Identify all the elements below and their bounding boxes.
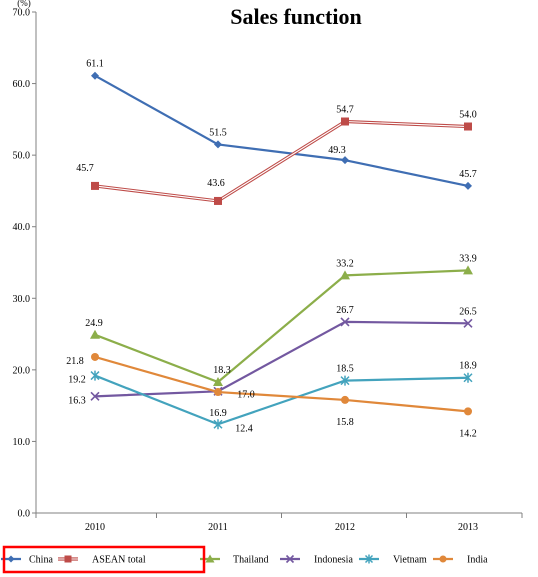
data-point-india xyxy=(214,388,222,397)
x-axis: 2010 2011 2012 2013 xyxy=(35,512,523,533)
data-point-asean-total xyxy=(341,117,349,126)
y-tick-label: 0.0 xyxy=(18,509,31,520)
data-point-vietnam xyxy=(463,372,473,383)
data-point-indonesia xyxy=(340,317,350,327)
legend-item-china: China xyxy=(1,555,53,566)
data-point-india xyxy=(91,352,99,361)
legend-marker-asean-total xyxy=(64,555,72,563)
data-point-thailand xyxy=(213,377,223,387)
y-tick-label: 60.0 xyxy=(13,79,31,90)
y-tick-label: 10.0 xyxy=(13,437,31,448)
y-ticks: 0.0 10.0 20.0 30.0 40.0 50.0 60.0 70.0 xyxy=(13,8,36,520)
legend-highlight-box xyxy=(2,545,206,574)
y-axis: 0.0 10.0 20.0 30.0 40.0 50.0 60.0 70.0 xyxy=(13,8,37,520)
legend-label-asean-total: ASEAN total xyxy=(92,555,146,566)
data-label-thailand: 18.3 xyxy=(213,365,231,376)
data-point-vietnam xyxy=(213,419,223,430)
data-label-vietnam: 18.9 xyxy=(459,361,477,372)
legend-item-indonesia: Indonesia xyxy=(280,555,353,566)
data-label-indonesia: 26.5 xyxy=(459,306,477,317)
legend-marker-indonesia xyxy=(285,554,295,564)
legend-marker-china xyxy=(7,555,15,563)
legend-label-indonesia: Indonesia xyxy=(314,555,353,566)
data-point-indonesia xyxy=(90,391,100,401)
legend-item-thailand: Thailand xyxy=(200,554,269,566)
data-point-china xyxy=(214,140,222,149)
legend-marker-thailand xyxy=(205,554,215,563)
x-tick-label: 2010 xyxy=(85,522,105,533)
data-label-india: 16.9 xyxy=(209,408,227,419)
chart-title: Sales function xyxy=(230,4,361,29)
data-point-china xyxy=(341,156,349,165)
y-tick-label: 30.0 xyxy=(13,294,31,305)
data-label-india: 14.2 xyxy=(459,428,477,439)
series-line-inner-asean-total xyxy=(94,120,469,202)
data-point-india xyxy=(464,407,472,416)
x-tick-label: 2013 xyxy=(458,522,478,533)
data-label-china: 49.3 xyxy=(328,145,346,156)
x-tick-label: 2011 xyxy=(208,522,228,533)
data-point-thailand xyxy=(463,265,473,275)
legend-label-india: India xyxy=(467,555,488,566)
series-line-vietnam xyxy=(94,374,469,426)
series-markers xyxy=(90,71,473,430)
data-point-indonesia xyxy=(463,318,473,328)
data-label-thailand: 24.9 xyxy=(85,318,103,329)
series-lines xyxy=(94,74,469,426)
y-tick-label: 50.0 xyxy=(13,151,31,162)
y-tick-label: 20.0 xyxy=(13,365,31,376)
data-point-vietnam xyxy=(90,370,100,381)
data-label-india: 15.8 xyxy=(336,417,354,428)
data-point-asean-total xyxy=(91,181,99,190)
data-label-indonesia: 26.7 xyxy=(336,305,354,316)
legend-label-thailand: Thailand xyxy=(233,555,269,566)
y-unit-label: (%) xyxy=(17,0,31,8)
data-label-vietnam: 18.5 xyxy=(336,364,354,375)
series-line-china xyxy=(94,74,469,187)
legend-marker-vietnam xyxy=(364,554,374,564)
data-label-india: 21.8 xyxy=(66,356,84,367)
data-point-vietnam xyxy=(340,375,350,386)
y-tick-label: 40.0 xyxy=(13,222,31,233)
data-label-asean-total: 54.7 xyxy=(336,105,354,116)
legend: China ASEAN total Thailand Indonesia Vietnam… xyxy=(1,545,488,574)
data-point-asean-total xyxy=(464,122,472,131)
data-label-china: 51.5 xyxy=(209,127,227,138)
series-line-india xyxy=(94,355,469,413)
x-tick-label: 2012 xyxy=(335,522,355,533)
legend-label-china: China xyxy=(29,555,53,566)
data-label-thailand: 33.2 xyxy=(336,258,354,269)
legend-label-vietnam: Vietnam xyxy=(393,555,427,566)
data-label-asean-total: 43.6 xyxy=(207,178,225,189)
x-ticks: 2010 2011 2012 2013 xyxy=(35,513,523,533)
series-line-thailand xyxy=(94,269,469,384)
data-label-vietnam: 12.4 xyxy=(235,423,253,434)
data-point-china xyxy=(464,181,472,190)
data-label-thailand: 33.9 xyxy=(459,253,477,264)
legend-item-asean-total: ASEAN total xyxy=(58,555,146,566)
legend-item-india: India xyxy=(433,555,488,566)
legend-item-vietnam: Vietnam xyxy=(359,554,427,566)
y-tick-label: 70.0 xyxy=(13,8,31,19)
legend-marker-india xyxy=(439,555,447,563)
data-label-china: 45.7 xyxy=(459,169,477,180)
data-label-asean-total: 45.7 xyxy=(76,163,94,174)
data-label-vietnam: 19.2 xyxy=(68,375,86,386)
data-point-thailand xyxy=(340,270,350,280)
data-labels: 61.1 51.5 49.3 45.7 45.7 43.6 54.7 54.0 24.9 18.3… xyxy=(66,59,477,440)
data-point-thailand xyxy=(90,329,100,339)
data-point-china xyxy=(91,71,99,80)
data-label-asean-total: 54.0 xyxy=(459,110,477,121)
data-label-indonesia: 17.0 xyxy=(237,389,255,400)
data-label-china: 61.1 xyxy=(86,59,104,70)
data-point-asean-total xyxy=(214,196,222,205)
data-point-india xyxy=(341,395,349,404)
series-line-indonesia xyxy=(94,320,469,398)
data-label-indonesia: 16.3 xyxy=(68,395,86,406)
